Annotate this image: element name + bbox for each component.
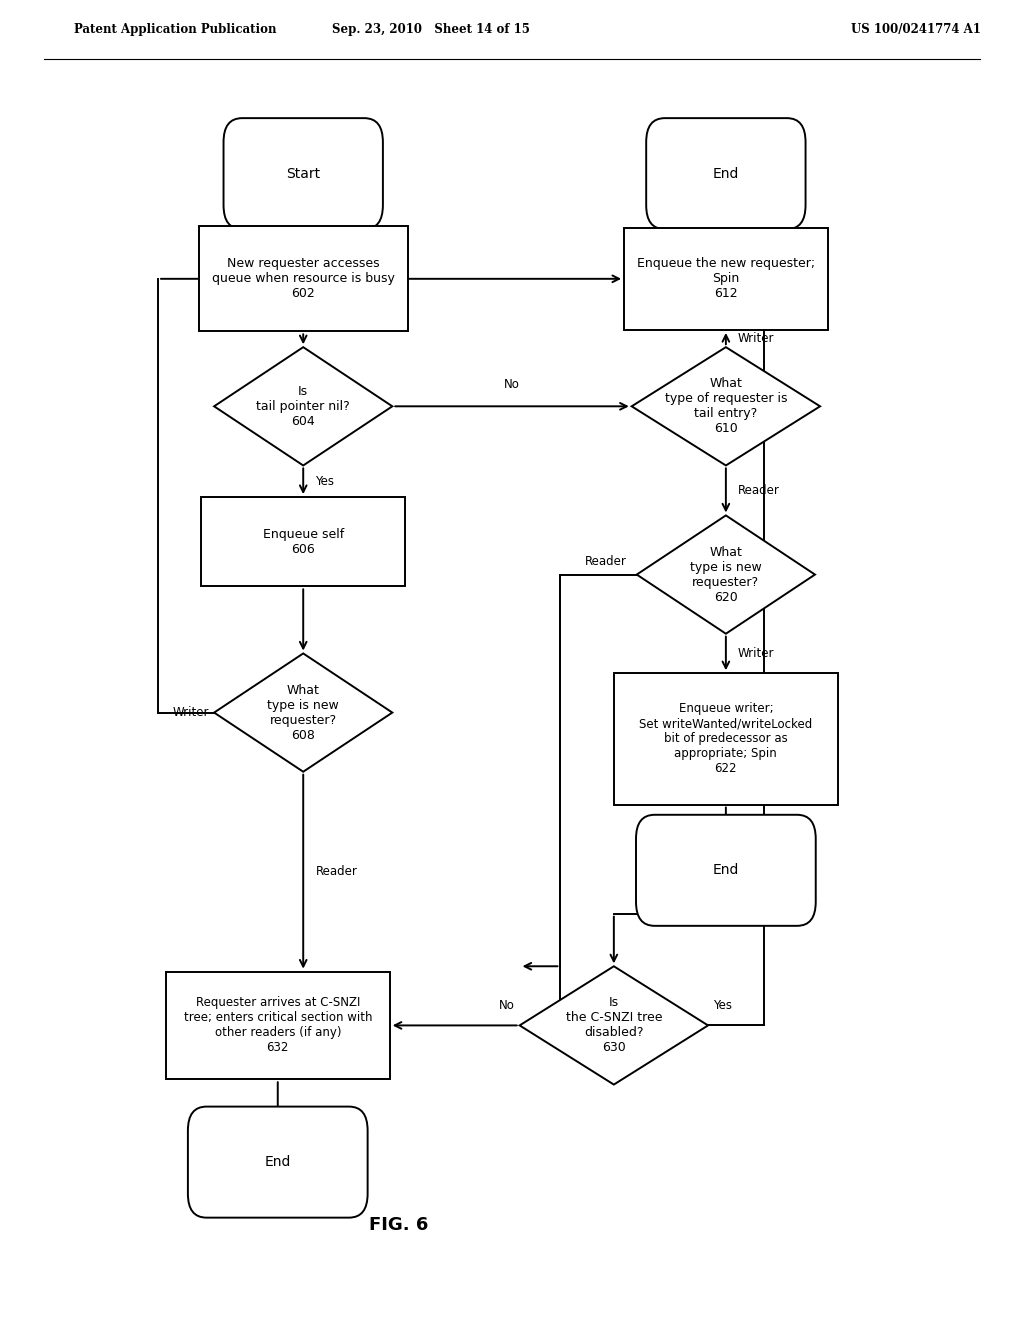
Text: End: End	[713, 166, 739, 181]
Polygon shape	[519, 966, 708, 1085]
Text: Yes: Yes	[713, 999, 732, 1012]
Text: Writer: Writer	[738, 647, 774, 660]
Text: What
type of requester is
tail entry?
610: What type of requester is tail entry? 61…	[665, 378, 787, 436]
FancyBboxPatch shape	[646, 117, 806, 230]
Polygon shape	[214, 653, 392, 772]
FancyBboxPatch shape	[187, 1106, 368, 1217]
Text: What
type is new
requester?
620: What type is new requester? 620	[690, 545, 762, 603]
Text: Is
the C-SNZI tree
disabled?
630: Is the C-SNZI tree disabled? 630	[565, 997, 663, 1055]
Text: Writer: Writer	[172, 706, 209, 719]
Text: Is
tail pointer nil?
604: Is tail pointer nil? 604	[256, 385, 350, 428]
Bar	[624, 227, 827, 330]
FancyBboxPatch shape	[636, 814, 816, 925]
Bar	[166, 972, 390, 1080]
Polygon shape	[632, 347, 820, 466]
Bar	[202, 498, 406, 586]
Bar	[199, 226, 408, 331]
Text: Patent Application Publication: Patent Application Publication	[74, 22, 276, 36]
FancyBboxPatch shape	[223, 117, 383, 230]
Text: What
type is new
requester?
608: What type is new requester? 608	[267, 684, 339, 742]
Text: No: No	[499, 999, 514, 1012]
Text: FIG. 6: FIG. 6	[370, 1216, 429, 1234]
Text: Yes: Yes	[315, 475, 335, 487]
Text: New requester accesses
queue when resource is busy
602: New requester accesses queue when resour…	[212, 257, 394, 301]
Text: Sep. 23, 2010   Sheet 14 of 15: Sep. 23, 2010 Sheet 14 of 15	[332, 22, 529, 36]
Polygon shape	[637, 515, 815, 634]
Text: US 100/0241774 A1: US 100/0241774 A1	[851, 22, 981, 36]
Text: End: End	[264, 1155, 291, 1170]
Text: End: End	[713, 863, 739, 878]
Text: Reader: Reader	[585, 554, 627, 568]
Text: Start: Start	[286, 166, 321, 181]
Text: Reader: Reader	[315, 865, 357, 878]
Text: Enqueue self
606: Enqueue self 606	[262, 528, 344, 556]
Text: Reader: Reader	[738, 484, 780, 496]
Text: Writer: Writer	[738, 333, 774, 345]
Text: Enqueue writer;
Set writeWanted/writeLocked
bit of predecessor as
appropriate; S: Enqueue writer; Set writeWanted/writeLoc…	[639, 702, 812, 775]
Text: Enqueue the new requester;
Spin
612: Enqueue the new requester; Spin 612	[637, 257, 815, 301]
Text: Requester arrives at C-SNZI
tree; enters critical section with
other readers (if: Requester arrives at C-SNZI tree; enters…	[183, 997, 372, 1055]
Bar	[613, 673, 838, 805]
Polygon shape	[214, 347, 392, 466]
Text: No: No	[504, 378, 520, 391]
